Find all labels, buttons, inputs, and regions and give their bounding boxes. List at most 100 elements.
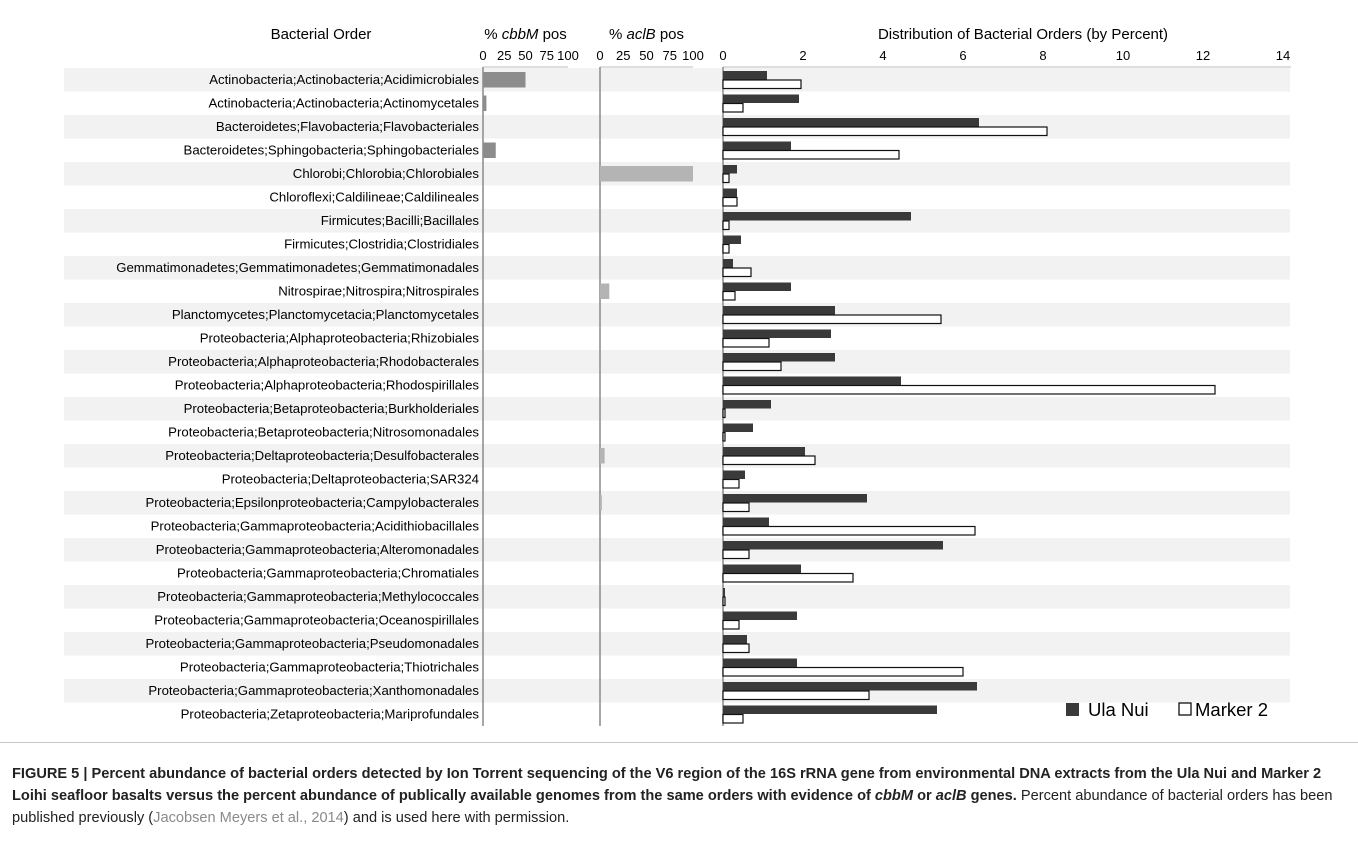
category-label: Bacteroidetes;Flavobacteria;Flavobacteri…	[216, 119, 480, 134]
ula-nui-bar	[723, 118, 979, 127]
ula-nui-bar	[723, 658, 797, 667]
category-label: Proteobacteria;Gammaproteobacteria;Acidi…	[151, 519, 480, 534]
marker-2-bar	[722, 149, 900, 160]
distribution-tick-label: 4	[879, 48, 886, 63]
caption-bold-text-2: or	[913, 788, 936, 804]
row-band	[64, 350, 1290, 374]
ula-nui-bar	[723, 165, 737, 174]
aclb-title-suffix: pos	[656, 26, 684, 43]
row-band	[64, 444, 1290, 468]
marker-2-bar	[722, 220, 730, 231]
marker-2-bar	[722, 196, 738, 207]
ula-nui-bar	[723, 376, 901, 385]
marker-2-bar	[722, 713, 744, 724]
legend-swatch-ula-nui	[1066, 703, 1079, 716]
category-label: Proteobacteria;Gammaproteobacteria;Methy…	[157, 589, 479, 604]
row-band	[64, 209, 1290, 233]
figure-caption-box: FIGURE 5 | Percent abundance of bacteria…	[0, 742, 1358, 865]
cbbm-bar	[483, 72, 526, 88]
marker-2-bar	[722, 102, 744, 113]
caption-normal-text-2: ) and is used here with permission.	[343, 810, 570, 826]
marker-2-bar	[722, 596, 726, 607]
distribution-tick-label: 8	[1039, 48, 1046, 63]
category-label: Proteobacteria;Gammaproteobacteria;Xanth…	[148, 683, 479, 698]
legend-label-ula-nui: Ula Nui	[1088, 699, 1149, 720]
distribution-tick-label: 0	[719, 48, 726, 63]
caption-citation-link[interactable]: Jacobsen Meyers et al., 2014	[153, 810, 344, 826]
ula-nui-bar	[723, 682, 977, 691]
marker-2-bar	[722, 243, 730, 254]
caption-label: FIGURE 5 |	[12, 766, 92, 782]
ula-nui-bar	[723, 141, 791, 150]
category-label: Proteobacteria;Epsilonproteobacteria;Cam…	[145, 495, 479, 510]
caption-gene-aclb: aclB	[935, 788, 967, 804]
marker-2-bar	[722, 572, 854, 583]
marker-2-bar	[722, 619, 740, 630]
category-label: Gemmatimonadetes;Gemmatimonadetes;Gemmat…	[116, 260, 479, 275]
marker-2-bar	[722, 525, 976, 536]
marker-2-bar	[722, 455, 816, 466]
caption-bold-text-3: genes.	[966, 788, 1017, 804]
distribution-tick-label: 2	[799, 48, 806, 63]
category-label: Proteobacteria;Gammaproteobacteria;Chrom…	[177, 566, 479, 581]
marker-2-bar	[722, 690, 870, 701]
marker-2-bar	[722, 431, 726, 442]
ula-nui-bar	[723, 235, 741, 244]
category-label: Proteobacteria;Zetaproteobacteria;Maripr…	[181, 707, 480, 722]
distribution-tick-label: 12	[1196, 48, 1210, 63]
category-label: Proteobacteria;Gammaproteobacteria;Pseud…	[145, 636, 479, 651]
ula-nui-bar	[723, 517, 769, 526]
category-label: Proteobacteria;Alphaproteobacteria;Rhizo…	[200, 331, 480, 346]
ula-nui-bar	[723, 188, 737, 197]
distribution-tick-label: 10	[1116, 48, 1130, 63]
category-label: Planctomycetes;Planctomycetacia;Planctom…	[172, 307, 480, 322]
ula-nui-bar	[723, 470, 745, 479]
category-label: Nitrospirae;Nitrospira;Nitrospirales	[278, 284, 479, 299]
legend-swatch-marker-2	[1178, 702, 1192, 716]
row-band	[64, 679, 1290, 703]
cbbm-tick-label: 25	[497, 48, 511, 63]
cbbm-tick-label: 100	[557, 48, 579, 63]
ula-nui-bar	[723, 94, 799, 103]
aclb-panel-title: % aclB pos	[609, 26, 684, 43]
aclb-bar	[600, 283, 610, 299]
category-label: Proteobacteria;Deltaproteobacteria;SAR32…	[222, 472, 479, 487]
figure-caption: FIGURE 5 | Percent abundance of bacteria…	[12, 763, 1348, 829]
marker-2-bar	[722, 384, 1216, 395]
marker-2-bar	[722, 314, 942, 325]
marker-2-bar	[722, 337, 770, 348]
aclb-tick-label: 100	[682, 48, 704, 63]
aclb-bar	[600, 495, 602, 511]
aclb-tick-label: 75	[663, 48, 677, 63]
ula-nui-bar	[723, 71, 767, 80]
aclb-title-prefix: %	[609, 26, 627, 43]
ula-nui-bar	[723, 705, 937, 714]
marker-2-bar	[722, 361, 782, 372]
marker-2-bar	[722, 478, 740, 489]
category-label: Proteobacteria;Alphaproteobacteria;Rhodo…	[168, 354, 479, 369]
distribution-panel-title: Distribution of Bacterial Orders (by Per…	[878, 26, 1168, 43]
distribution-tick-label: 14	[1276, 48, 1290, 63]
caption-normal-text-1: Percent abundance of bacterial orders ha…	[12, 788, 1333, 826]
category-label: Actinobacteria;Actinobacteria;Actinomyce…	[209, 96, 480, 111]
ula-nui-bar	[723, 329, 831, 338]
distribution-tick-label: 6	[959, 48, 966, 63]
cbbm-tick-label: 0	[479, 48, 486, 63]
aclb-tick-label: 25	[616, 48, 630, 63]
row-band	[64, 585, 1290, 609]
category-label: Proteobacteria;Alphaproteobacteria;Rhodo…	[175, 378, 480, 393]
aclb-tick-label: 0	[596, 48, 603, 63]
cbbm-title-gene: cbbM	[502, 26, 539, 43]
ula-nui-bar	[723, 541, 943, 550]
cbbm-panel-title: % cbbM pos	[484, 26, 567, 43]
marker-2-bar	[722, 643, 750, 654]
category-label: Proteobacteria;Betaproteobacteria;Burkho…	[184, 401, 480, 416]
category-label: Firmicutes;Clostridia;Clostridiales	[284, 237, 479, 252]
aclb-tick-label: 50	[639, 48, 653, 63]
ula-nui-bar	[723, 611, 797, 620]
row-band	[64, 491, 1290, 515]
category-label: Actinobacteria;Actinobacteria;Acidimicro…	[209, 72, 479, 87]
row-band	[64, 397, 1290, 421]
marker-2-bar	[722, 267, 752, 278]
category-axis-title: Bacterial Order	[271, 26, 372, 43]
